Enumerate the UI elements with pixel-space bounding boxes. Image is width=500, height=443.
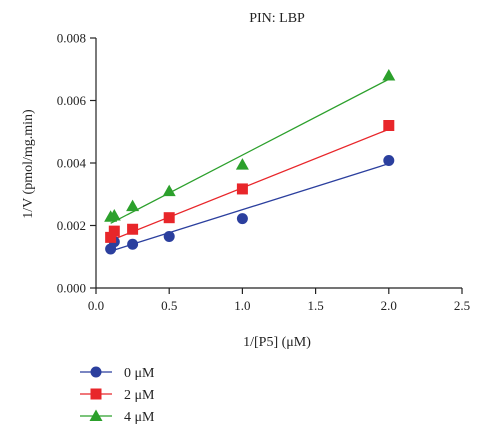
data-point-series-2 — [382, 69, 396, 81]
data-point-series-1 — [163, 212, 175, 224]
legend-label-0: 0 μM — [124, 366, 155, 381]
data-point-series-0 — [127, 238, 139, 250]
legend-label-2: 4 μM — [124, 410, 155, 425]
data-point-series-1 — [108, 225, 120, 237]
data-points — [104, 69, 396, 255]
axes: 0.000 0.002 0.004 0.006 0.008 0.0 0.5 1.0 1.5 2.0… — [57, 31, 470, 314]
y-tick-label: 0.002 — [57, 218, 86, 233]
data-point-series-1 — [383, 120, 395, 131]
data-point-series-2 — [235, 158, 249, 170]
legend: 0 μM 2 μM 4 μM — [80, 366, 155, 425]
y-axis-label: 1/V (pmol/mg.min) — [21, 109, 36, 219]
data-point-series-2 — [126, 199, 140, 212]
data-point-series-0 — [236, 213, 248, 225]
x-tick-label: 2.0 — [381, 298, 397, 313]
x-tick-label: 0.5 — [161, 298, 177, 313]
data-point-series-1 — [236, 183, 248, 195]
data-point-series-2 — [107, 209, 121, 221]
data-point-series-0 — [383, 155, 395, 166]
y-tick-label: 0.008 — [57, 31, 86, 46]
legend-label-1: 2 μM — [124, 388, 155, 403]
data-point-series-0 — [163, 230, 175, 242]
fit-line-series-2 — [110, 78, 390, 224]
legend-marker-1 — [90, 388, 102, 400]
fit-line-series-0 — [110, 163, 389, 252]
x-tick-label: 1.5 — [307, 298, 323, 313]
data-point-series-1 — [105, 231, 117, 243]
x-tick-label: 2.5 — [454, 298, 470, 313]
fit-lines — [110, 78, 390, 252]
fit-line-series-1 — [110, 128, 390, 242]
y-tick-label: 0.006 — [57, 93, 87, 108]
x-tick-label: 1.0 — [234, 298, 250, 313]
legend-marker-0 — [90, 366, 102, 378]
y-tick-label: 0.000 — [57, 281, 86, 296]
data-point-series-2 — [162, 184, 176, 197]
chart-title: PIN: LBP — [249, 11, 305, 26]
x-tick-label: 0.0 — [88, 298, 104, 313]
legend-marker-2 — [89, 409, 103, 421]
y-tick-label: 0.004 — [57, 156, 87, 171]
x-axis-label: 1/[P5] (μM) — [243, 335, 311, 350]
data-point-series-1 — [127, 223, 139, 235]
